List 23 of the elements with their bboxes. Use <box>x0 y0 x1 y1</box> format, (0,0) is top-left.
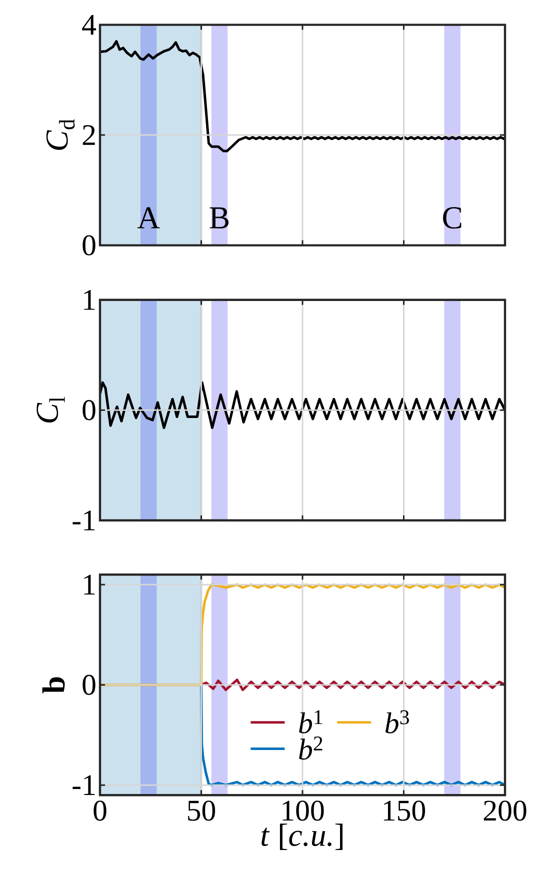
legend-label: b$^{1}$ <box>299 710 322 734</box>
legend-label: b$^{2}$ <box>299 736 322 760</box>
band-label: A <box>137 207 160 228</box>
y-axis-title: C$_{d}$ <box>46 119 75 150</box>
y-tick-label: 1 <box>84 574 95 594</box>
y-axis-title: b <box>42 677 65 694</box>
y-tick-label: 0 <box>82 674 96 695</box>
x-tick-label: 150 <box>384 800 426 821</box>
band-label: B <box>210 207 229 228</box>
y-axis-title: C$_{l}$ <box>36 396 65 422</box>
y-tick-label: 4 <box>82 14 96 35</box>
y-tick-label: 0 <box>82 235 96 256</box>
x-axis-title: t [c.u.] <box>262 824 342 850</box>
y-tick-label: 0 <box>82 400 96 420</box>
x-tick-label: 50 <box>188 800 216 821</box>
y-tick-label: -1 <box>72 510 95 530</box>
y-tick-label: 1 <box>84 290 95 310</box>
y-tick-label: 2 <box>82 125 95 145</box>
x-tick-label: 200 <box>484 800 526 821</box>
y-tick-label: -1 <box>72 775 95 795</box>
band-label: C <box>443 207 462 229</box>
legend-label: b$^{3}$ <box>385 710 409 734</box>
x-tick-label: 100 <box>282 800 324 821</box>
